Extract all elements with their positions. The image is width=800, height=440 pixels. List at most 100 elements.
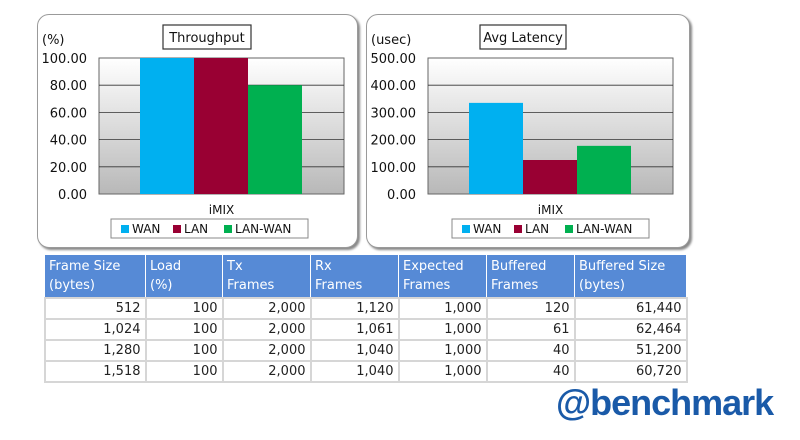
- column-header: Tx Frames: [222, 255, 311, 298]
- y-tick-label: 20.00: [50, 161, 87, 176]
- table-cell: 1,120: [309, 297, 400, 320]
- legend-swatch: [462, 225, 470, 233]
- table-cell: 1,000: [397, 297, 488, 320]
- x-category-label: iMIX: [538, 203, 563, 217]
- column-header: Buffered Frames: [486, 255, 575, 298]
- table-cell: 40: [485, 360, 576, 383]
- table-row: 1,024 100 2,000 1,061 1,000 61 62,464: [44, 318, 688, 341]
- bar-lan: [523, 160, 577, 194]
- column-header: Load (%): [145, 255, 223, 298]
- chart-title: Avg Latency: [483, 31, 563, 46]
- column-header: Expected Frames: [398, 255, 487, 298]
- column-header-line: (bytes): [49, 278, 95, 293]
- table-cell: 100: [144, 318, 224, 341]
- x-category-label: iMIX: [209, 203, 234, 217]
- table-cell: 1,040: [309, 339, 400, 362]
- table-cell: 61,440: [573, 297, 688, 320]
- legend-swatch: [121, 225, 129, 233]
- title-box: [479, 24, 567, 50]
- table-row: 1,280 100 2,000 1,040 1,000 40 51,200: [44, 339, 688, 362]
- benchmark-logo: @benchmark: [556, 382, 774, 423]
- table-cell: 2,000: [221, 360, 312, 383]
- column-header-line: Tx: [227, 259, 243, 274]
- title-box: [162, 24, 252, 50]
- table-cell: 1,000: [397, 318, 488, 341]
- table-row: 512 100 2,000 1,120 1,000 120 61,440: [44, 297, 688, 320]
- column-header: Buffered Size (bytes): [574, 255, 687, 298]
- table-cell: 100: [144, 360, 224, 383]
- legend-swatch: [224, 225, 232, 233]
- latency-chart-svg: 0.00 100.00 200.00 300.00 400.00 500.00 (usec)…: [371, 24, 674, 239]
- y-tick-label: 0.00: [387, 188, 416, 203]
- legend-swatch: [565, 225, 573, 233]
- column-header-line: (%): [150, 278, 173, 293]
- y-axis-unit: (usec): [371, 33, 411, 48]
- column-header-line: Frame Size: [49, 259, 121, 274]
- table-cell: 512: [44, 297, 147, 320]
- bar-wan: [140, 58, 194, 194]
- legend-label: WAN: [473, 222, 501, 236]
- table-cell: 1,000: [397, 339, 488, 362]
- table-row: 1,518 100 2,000 1,040 1,000 40 60,720: [44, 360, 688, 383]
- table-cell: 1,040: [309, 360, 400, 383]
- bar-lan: [194, 58, 248, 194]
- throughput-chart-svg: 0.00 20.00 40.00 60.00 80.00 100.00 (%) Through…: [42, 24, 345, 239]
- column-header-line: Frames: [227, 278, 275, 293]
- y-axis-unit: (%): [42, 33, 65, 48]
- bar-lan-wan: [577, 145, 631, 194]
- y-tick-label: 500.00: [371, 52, 417, 67]
- legend-swatch: [173, 225, 181, 233]
- y-tick-label: 100.00: [42, 52, 88, 67]
- table-cell: 2,000: [221, 339, 312, 362]
- legend-box: [451, 218, 650, 239]
- table-cell: 51,200: [573, 339, 688, 362]
- y-tick-label: 40.00: [50, 134, 87, 149]
- table-cell: 60,720: [573, 360, 688, 383]
- y-tick-label: 60.00: [50, 106, 87, 121]
- table-cell: 1,518: [44, 360, 147, 383]
- table-cell: 2,000: [221, 318, 312, 341]
- table-cell: 2,000: [221, 297, 312, 320]
- column-header-line: Frames: [491, 278, 539, 293]
- table-cell: 62,464: [573, 318, 688, 341]
- table-cell: 61: [485, 318, 576, 341]
- legend-label: LAN-WAN: [235, 222, 291, 236]
- table-cell: 1,061: [309, 318, 400, 341]
- table-cell: 100: [144, 297, 224, 320]
- table-cell: 100: [144, 339, 224, 362]
- table-cell: 1,024: [44, 318, 147, 341]
- bar-lan-wan: [248, 85, 302, 194]
- column-header-line: Load: [150, 259, 182, 274]
- table-cell: 40: [485, 339, 576, 362]
- column-header-line: Frames: [403, 278, 451, 293]
- column-header-line: Buffered: [491, 259, 547, 274]
- table-cell: 1,000: [397, 360, 488, 383]
- y-tick-label: 80.00: [50, 79, 87, 94]
- results-table: Frame Size (bytes) Load (%) Tx Frames Rx Frames…: [44, 255, 688, 383]
- table-cell: 120: [485, 297, 576, 320]
- legend-label: WAN: [132, 222, 160, 236]
- latency-chart: 0.00 100.00 200.00 300.00 400.00 500.00 (usec)…: [366, 14, 690, 248]
- throughput-chart: 0.00 20.00 40.00 60.00 80.00 100.00 (%) Through…: [37, 14, 358, 248]
- legend-label: LAN-WAN: [576, 222, 632, 236]
- column-header: Frame Size (bytes): [45, 255, 146, 298]
- column-header-line: Frames: [315, 278, 363, 293]
- column-header: Rx Frames: [310, 255, 399, 298]
- y-tick-label: 100.00: [371, 161, 417, 176]
- legend-swatch: [514, 225, 522, 233]
- column-header-line: Rx: [315, 259, 332, 274]
- y-tick-label: 400.00: [371, 79, 417, 94]
- column-header-line: Buffered Size: [579, 259, 666, 274]
- table-cell: 1,280: [44, 339, 147, 362]
- y-tick-label: 200.00: [371, 134, 417, 149]
- column-header-line: (bytes): [579, 278, 625, 293]
- legend-label: LAN: [525, 222, 549, 236]
- column-header-line: Expected: [403, 259, 464, 274]
- legend-label: LAN: [184, 222, 208, 236]
- table-header-row: Frame Size (bytes) Load (%) Tx Frames Rx Frames…: [45, 255, 687, 298]
- bar-wan: [469, 102, 523, 194]
- y-tick-label: 0.00: [58, 188, 87, 203]
- y-tick-label: 300.00: [371, 106, 417, 121]
- legend-box: [110, 218, 309, 239]
- chart-title: Throughput: [168, 31, 245, 46]
